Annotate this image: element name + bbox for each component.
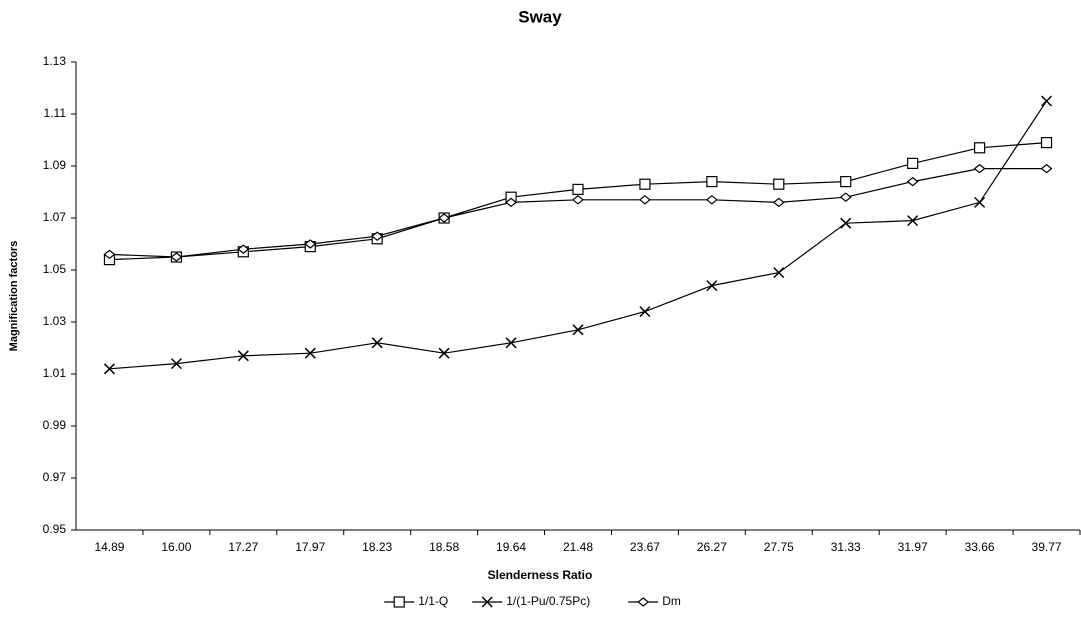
- marker: [772, 197, 785, 208]
- y-tick-label: 1.11: [44, 106, 67, 120]
- x-tick-label: 19.64: [496, 540, 526, 554]
- marker: [706, 280, 718, 292]
- marker: [973, 163, 986, 174]
- marker: [773, 178, 785, 190]
- marker: [639, 306, 651, 318]
- marker: [1040, 137, 1053, 149]
- y-tick-label: 1.09: [43, 158, 67, 172]
- chart-title: Sway: [518, 7, 562, 26]
- marker: [572, 183, 584, 195]
- marker: [371, 231, 384, 241]
- marker: [505, 197, 518, 208]
- marker: [907, 215, 919, 227]
- y-axis-label: Magnification factors: [8, 241, 20, 352]
- y-tick-label: 1.01: [43, 366, 67, 380]
- y-tick-label: 0.99: [43, 418, 67, 432]
- x-tick-label: 33.66: [965, 540, 995, 554]
- y-tick-label: 1.07: [43, 210, 67, 224]
- y-tick-label: 1.03: [43, 314, 67, 328]
- marker: [1040, 163, 1053, 174]
- x-tick-label: 14.89: [94, 540, 124, 554]
- marker: [103, 249, 116, 260]
- x-tick-label: 27.75: [764, 540, 794, 554]
- marker: [773, 267, 785, 279]
- marker: [840, 217, 852, 229]
- marker: [505, 337, 517, 349]
- marker: [705, 195, 718, 205]
- marker: [840, 176, 852, 188]
- x-tick-label: 21.48: [563, 540, 593, 554]
- marker: [974, 196, 986, 208]
- y-tick-label: 1.13: [43, 54, 67, 68]
- marker: [438, 213, 451, 223]
- marker: [103, 363, 115, 375]
- marker: [572, 324, 584, 336]
- marker: [638, 195, 651, 205]
- marker: [170, 252, 183, 262]
- legend-label: Dm: [662, 594, 681, 608]
- y-tick-label: 0.95: [43, 522, 67, 536]
- marker: [371, 337, 383, 349]
- marker: [839, 192, 852, 202]
- marker: [393, 596, 405, 608]
- x-tick-label: 16.00: [161, 540, 191, 554]
- x-tick-label: 17.27: [228, 540, 258, 554]
- marker: [481, 596, 493, 608]
- marker: [304, 347, 316, 359]
- marker: [170, 358, 182, 370]
- x-tick-label: 31.97: [898, 540, 928, 554]
- marker: [637, 597, 650, 607]
- marker: [237, 350, 249, 362]
- x-tick-label: 17.97: [295, 540, 325, 554]
- marker: [907, 157, 919, 169]
- x-tick-label: 31.33: [831, 540, 861, 554]
- marker: [906, 176, 919, 187]
- marker: [706, 176, 718, 188]
- marker: [438, 347, 450, 359]
- series-line: [109, 168, 1047, 258]
- y-tick-label: 1.05: [43, 262, 67, 276]
- x-tick-label: 18.58: [429, 540, 459, 554]
- marker: [1040, 95, 1053, 107]
- legend-label: 1/(1-Pu/0.75Pc): [506, 594, 590, 608]
- marker: [973, 142, 986, 154]
- x-tick-label: 23.67: [630, 540, 660, 554]
- marker: [304, 239, 317, 249]
- x-axis-label: Slenderness Ratio: [488, 568, 593, 582]
- x-tick-label: 26.27: [697, 540, 727, 554]
- marker: [572, 195, 584, 205]
- marker: [237, 244, 250, 254]
- legend-label: 1/1-Q: [418, 594, 448, 608]
- x-tick-label: 39.77: [1032, 540, 1062, 554]
- series-line: [109, 100, 1048, 370]
- y-tick-label: 0.97: [43, 470, 67, 484]
- marker: [639, 178, 651, 190]
- x-tick-label: 18.23: [362, 540, 392, 554]
